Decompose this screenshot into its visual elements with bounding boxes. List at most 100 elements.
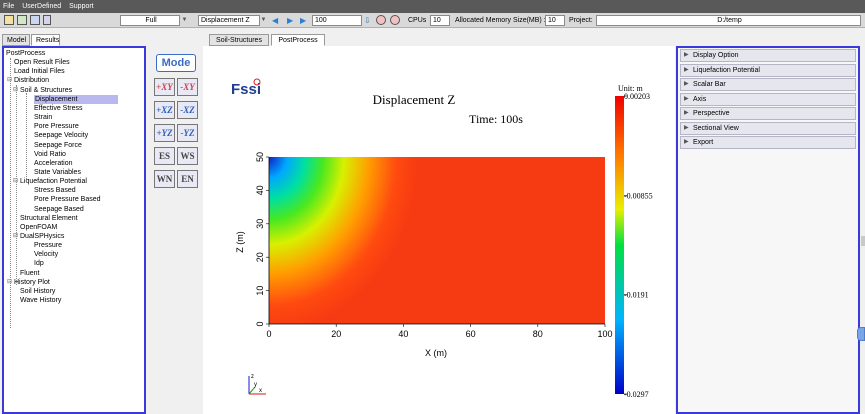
tree-item-stress-based[interactable]: Stress Based	[34, 187, 76, 195]
wn-view-button[interactable]: WN	[154, 170, 175, 188]
view-mode-select[interactable]: Full	[120, 15, 180, 26]
project-path-input[interactable]: D:/temp	[596, 15, 861, 26]
plus-yz-view-button[interactable]: +YZ	[154, 124, 175, 142]
tab-postprocess[interactable]: PostProcess	[271, 34, 325, 46]
prev-frame-icon[interactable]: ◀	[272, 16, 279, 25]
accordion-sectional-view[interactable]: ▶ Sectional View	[680, 121, 856, 135]
accordion-label: Scalar Bar	[693, 81, 726, 88]
tree-item-pore-pressure-based[interactable]: Pore Pressure Based	[34, 196, 101, 204]
open-folder-icon[interactable]	[4, 15, 14, 25]
x-tick-label: 80	[533, 329, 543, 339]
menu-file[interactable]: File	[3, 3, 15, 10]
memory-input[interactable]: 10	[545, 15, 565, 26]
tree-item-history-plot[interactable]: History Plot	[14, 278, 50, 286]
accordion-scalar-bar[interactable]: ▶ Scalar Bar	[680, 78, 856, 91]
accordion-export[interactable]: ▶ Export	[680, 136, 856, 149]
unit-label: Unit: m	[618, 84, 643, 93]
es-view-button[interactable]: ES	[154, 147, 175, 165]
tree-item-velocity[interactable]: Velocity	[34, 251, 59, 259]
tree-expander-icon[interactable]: ⊟	[7, 77, 13, 84]
tree-item-structural-element[interactable]: Structural Element	[20, 214, 78, 222]
tree-item-distribution[interactable]: Distribution	[14, 77, 50, 85]
menu-bar: File UserDefined Support	[0, 0, 865, 13]
ws-view-button[interactable]: WS	[177, 147, 198, 165]
split-view-icon[interactable]	[43, 15, 51, 25]
frame-input[interactable]: 100	[312, 15, 362, 26]
en-view-button[interactable]: EN	[177, 170, 198, 188]
x-tick-label: 40	[398, 329, 408, 339]
tree-item-acceleration[interactable]: Acceleration	[34, 159, 73, 167]
tree-item-seepage-force[interactable]: Seepage Force	[34, 141, 82, 149]
tree-item-soil-structures[interactable]: Soil & Structures	[20, 86, 73, 94]
tree-item-liquefaction-potential[interactable]: Liquefaction Potential	[20, 178, 87, 186]
mode-button[interactable]: Mode	[156, 54, 196, 72]
accordion-label: Liquefaction Potential	[693, 66, 760, 74]
minus-xy-view-button[interactable]: -XY	[177, 78, 198, 96]
tab-soil-structures[interactable]: Soil-Structures	[209, 34, 269, 46]
plus-xy-view-button[interactable]: +XY	[154, 78, 175, 96]
render-viewport[interactable]: 0 20 40 60 80 100 0 10 20 30 40 50 X (m) Z (m) Fss…	[203, 46, 675, 414]
y-tick-label: 30	[255, 219, 265, 229]
display-options-panel: ▶ Display Option ▶ Liquefaction Potential ▶ S…	[676, 46, 860, 414]
result-type-select[interactable]: Displacement Z	[198, 15, 260, 26]
tree-item-displacement[interactable]: Displacement	[34, 94, 118, 104]
cpus-input[interactable]: 10	[430, 15, 450, 26]
x-tick-label: 100	[597, 329, 612, 339]
tree-expander-icon[interactable]: ⊟	[13, 86, 19, 93]
x-tick-label: 60	[466, 329, 476, 339]
plot-title: Displacement Z	[373, 92, 456, 107]
tree-item-idp[interactable]: Idp	[34, 260, 44, 268]
tab-model[interactable]: Model	[2, 34, 30, 46]
memory-label: Allocated Memory Size(MB) :	[455, 17, 546, 24]
accordion-liquefaction-potential[interactable]: ▶ Liquefaction Potential	[680, 63, 856, 77]
plus-xz-view-button[interactable]: +XZ	[154, 101, 175, 119]
tree-expander-icon[interactable]: ⊟	[13, 233, 19, 239]
minus-xz-view-button[interactable]: -XZ	[177, 101, 198, 119]
tree-item-openfoam[interactable]: OpenFOAM	[20, 223, 58, 231]
tree-item-effective-stress[interactable]: Effective Stress	[34, 104, 83, 112]
chevron-right-icon: ▶	[684, 139, 689, 145]
tree-item-soil-history[interactable]: Soil History	[20, 287, 56, 295]
tree-item-pore-pressure[interactable]: Pore Pressure	[34, 123, 79, 131]
cpus-label: CPUs	[408, 17, 427, 24]
side-scroll-knob[interactable]	[857, 327, 865, 341]
chevron-right-icon: ▶	[684, 81, 689, 87]
open-results-icon[interactable]	[17, 15, 27, 25]
save-icon[interactable]	[30, 15, 40, 25]
tree-expander-icon[interactable]: ⊟	[13, 178, 19, 185]
tree-item-strain[interactable]: Strain	[34, 114, 53, 122]
accordion-perspective[interactable]: ▶ Perspective	[680, 107, 856, 120]
tree-item-postprocess[interactable]: PostProcess	[6, 50, 46, 57]
tree-guide-line	[16, 85, 17, 285]
y-tick-label: 40	[255, 185, 265, 195]
next-frame-icon[interactable]: ▶	[300, 16, 307, 25]
minus-yz-view-button[interactable]: -YZ	[177, 124, 198, 142]
tree-item-seepage-velocity[interactable]: Seepage Velocity	[34, 132, 89, 140]
tree-item-wave-history[interactable]: Wave History	[20, 297, 62, 305]
x-tick-label: 0	[266, 329, 271, 339]
tree-item-open-result-files[interactable]: Open Result Files	[14, 59, 70, 67]
accordion-display-option[interactable]: ▶ Display Option	[680, 49, 856, 62]
tree-item-pressure[interactable]: Pressure	[34, 242, 63, 250]
network-icon[interactable]	[390, 15, 400, 25]
download-icon[interactable]: ⇩	[364, 16, 371, 25]
tree-expander-icon[interactable]: ⊟	[7, 278, 13, 285]
view-mode-dropdown-icon[interactable]: ▼	[181, 17, 188, 23]
tree-item-void-ratio[interactable]: Void Ratio	[34, 150, 66, 158]
menu-userdefined[interactable]: UserDefined	[22, 3, 62, 10]
tree-item-load-initial-files[interactable]: Load Initial Files	[14, 68, 65, 76]
tree-item-dualsphysics[interactable]: DualSPHysics	[20, 233, 65, 240]
result-type-dropdown-icon[interactable]: ▼	[260, 17, 267, 23]
displacement-plot: 0 20 40 60 80 100 0 10 20 30 40 50 X (m) Z (m) Fss…	[231, 78, 653, 399]
tree-item-state-variables[interactable]: State Variables	[34, 168, 81, 176]
panel-collapse-handle[interactable]	[861, 236, 865, 246]
tree-item-seepage-based[interactable]: Seepage Based	[34, 205, 84, 213]
triad-x-label: x	[259, 388, 262, 394]
play-icon[interactable]: ▶	[287, 16, 294, 25]
accordion-axis[interactable]: ▶ Axis	[680, 92, 856, 106]
parallel-icon[interactable]	[376, 15, 386, 25]
tab-results[interactable]: Results	[31, 34, 60, 46]
tree-item-fluent[interactable]: Fluent	[20, 269, 40, 277]
colorbar-tick-label: -0.0191	[624, 290, 649, 299]
menu-support[interactable]: Support	[69, 3, 94, 10]
